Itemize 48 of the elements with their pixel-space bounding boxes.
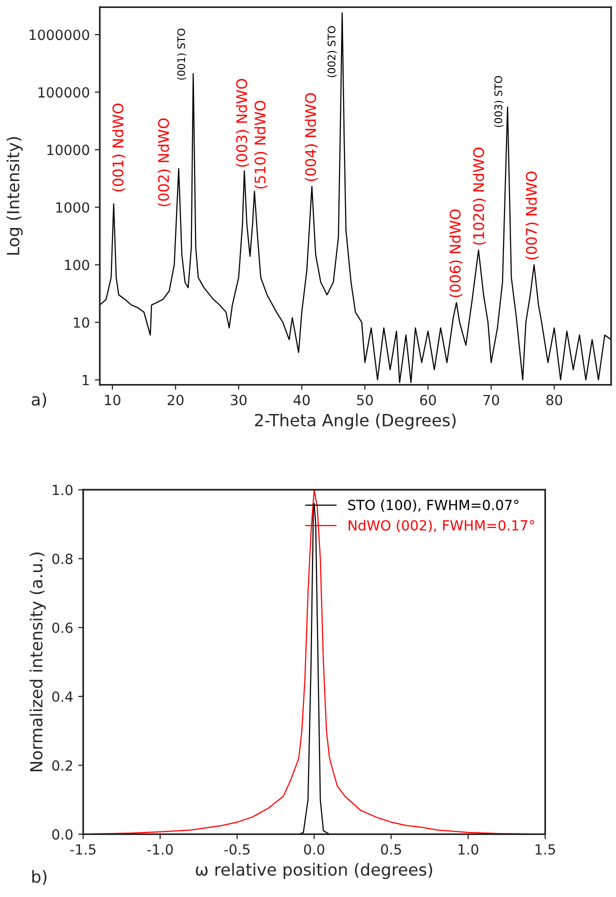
x-tick-label: 10 bbox=[105, 394, 120, 406]
annotation: (002) STO bbox=[327, 26, 337, 78]
annotation: (1020) NdWO bbox=[472, 148, 486, 245]
x-tick-label: -1.0 bbox=[147, 844, 173, 855]
annotation: (003) NdWO bbox=[236, 78, 249, 167]
y-tick-label: 10 bbox=[74, 317, 90, 328]
y-tick-label: 1 bbox=[82, 375, 89, 386]
y-tick-label: 0.8 bbox=[52, 554, 72, 564]
y-tick-label: 1.0 bbox=[52, 484, 73, 496]
annotation: (003) STO bbox=[494, 76, 504, 128]
x-tick-label: 1.0 bbox=[458, 844, 478, 855]
y-tick-label: 0.4 bbox=[52, 691, 73, 702]
y-tick-label: 100 bbox=[65, 260, 90, 270]
annotation: (004) NdWO bbox=[304, 93, 318, 182]
annotation: (006) NdWO bbox=[449, 209, 462, 298]
x-axis-title: ω relative position (degrees) bbox=[196, 862, 432, 880]
y-tick-label: 100000 bbox=[38, 87, 90, 98]
x-tick-label: 0.5 bbox=[381, 844, 401, 855]
legend-label: NdWO (002), FWHM=0.17° bbox=[348, 520, 534, 532]
x-tick-label: 0.0 bbox=[304, 844, 324, 855]
y-tick-label: 1000 bbox=[56, 202, 90, 213]
y-tick-label: 0.6 bbox=[52, 622, 73, 634]
annotation: (001) NdWO bbox=[112, 104, 126, 192]
x-tick-label: 50 bbox=[357, 394, 373, 406]
text: a) bbox=[32, 392, 46, 408]
x-tick-label: 20 bbox=[168, 394, 184, 406]
y-axis-title: Normalized intensity (a.u.) bbox=[30, 552, 46, 772]
y-tick-label: 0.2 bbox=[52, 760, 72, 771]
text: b) bbox=[32, 870, 46, 885]
y-axis-title: Log (Intensity) bbox=[6, 137, 23, 255]
x-tick-label: -0.5 bbox=[224, 844, 250, 855]
annotation: (002) NdWO bbox=[158, 118, 171, 206]
x-tick-label: 40 bbox=[294, 394, 310, 406]
x-tick-label: 30 bbox=[230, 394, 247, 406]
x-tick-label: 60 bbox=[420, 394, 436, 406]
x-tick-label: -1.5 bbox=[70, 844, 96, 855]
y-tick-label: 1000000 bbox=[30, 30, 90, 40]
x-tick-label: 80 bbox=[546, 394, 562, 406]
line-series bbox=[100, 12, 612, 384]
x-tick-label: 1.5 bbox=[536, 844, 555, 855]
y-tick-label: 10000 bbox=[47, 144, 90, 156]
annotation: (007) NdWO bbox=[526, 172, 539, 260]
x-axis-title: 2-Theta Angle (Degrees) bbox=[255, 414, 456, 430]
annotation: (001) STO bbox=[177, 28, 186, 80]
legend-label: STO (100), FWHM=0.07° bbox=[348, 500, 518, 512]
y-tick-label: 0.0 bbox=[52, 829, 73, 840]
x-tick-label: 70 bbox=[483, 394, 500, 406]
annotation: (510) NdWO bbox=[254, 100, 268, 189]
